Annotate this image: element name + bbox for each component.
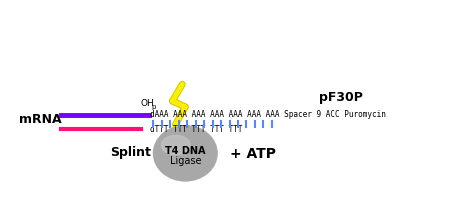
- Text: + ATP: + ATP: [230, 147, 276, 160]
- Text: mRNA: mRNA: [19, 113, 62, 126]
- Text: p: p: [151, 103, 156, 109]
- Text: Splint: Splint: [110, 145, 151, 158]
- Text: T4 DNA: T4 DNA: [165, 146, 206, 156]
- Text: dAAA AAA AAA AAA AAA AAA AAA Spacer 9 ACC Puromycin: dAAA AAA AAA AAA AAA AAA AAA Spacer 9 AC…: [150, 110, 386, 119]
- Ellipse shape: [153, 126, 217, 181]
- Text: OH: OH: [141, 98, 154, 107]
- Ellipse shape: [162, 136, 190, 155]
- Text: dTTT TTT TTT TTT TTT: dTTT TTT TTT TTT TTT: [150, 125, 243, 133]
- Text: pF30P: pF30P: [319, 90, 363, 103]
- Text: Ligase: Ligase: [169, 156, 201, 165]
